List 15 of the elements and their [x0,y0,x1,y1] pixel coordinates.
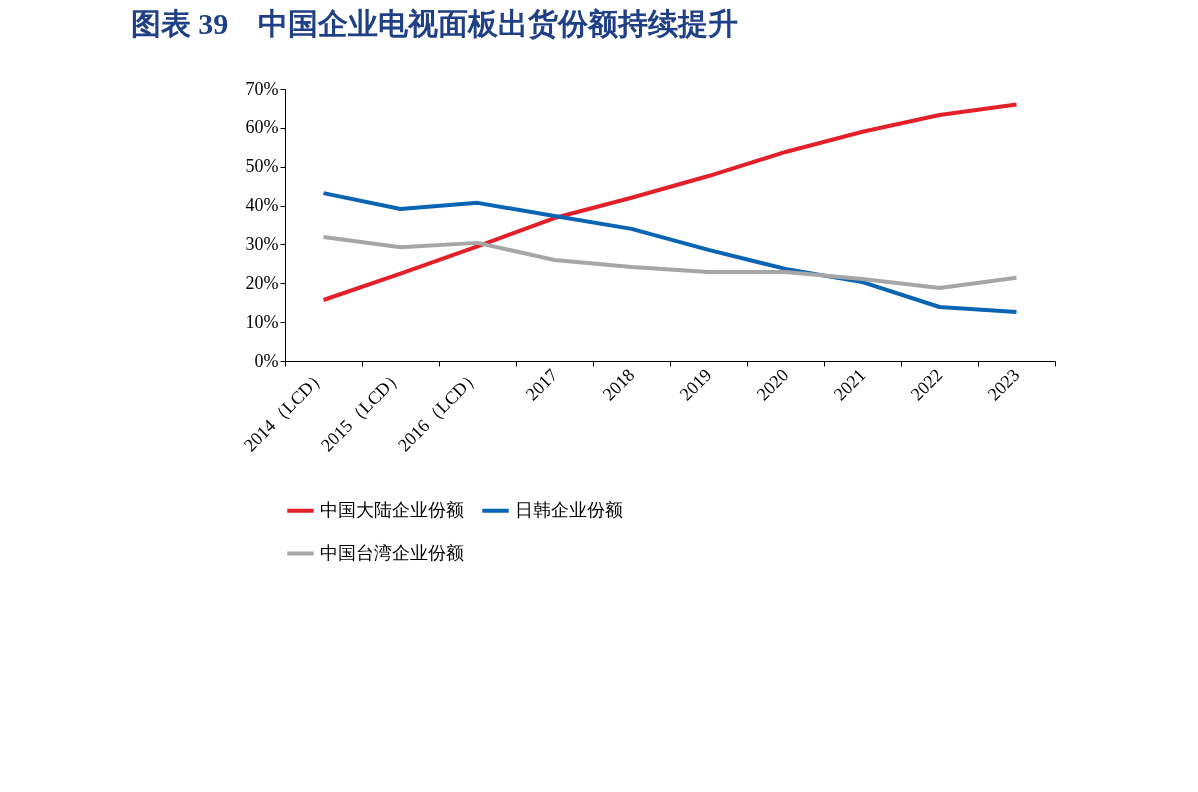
legend-label: 中国台湾企业份额 [320,542,464,563]
y-tick-label: 70% [245,78,279,99]
y-tick-label: 10% [245,311,279,332]
y-tick-label: 60% [245,117,279,138]
line-series [321,191,1019,315]
y-tick-label: 0% [254,350,279,371]
line-series [321,102,1019,302]
y-tick-label: 50% [245,156,279,177]
y-tick-label: 40% [245,195,279,216]
chart-title: 图表 39 中国企业电视面板出货份额持续提升 [130,7,739,40]
y-tick-label: 20% [245,272,279,293]
legend-label: 日韩企业份额 [515,499,623,520]
legend-label: 中国大陆企业份额 [320,499,464,520]
y-tick-label: 30% [245,233,279,254]
line-series [321,235,1019,290]
